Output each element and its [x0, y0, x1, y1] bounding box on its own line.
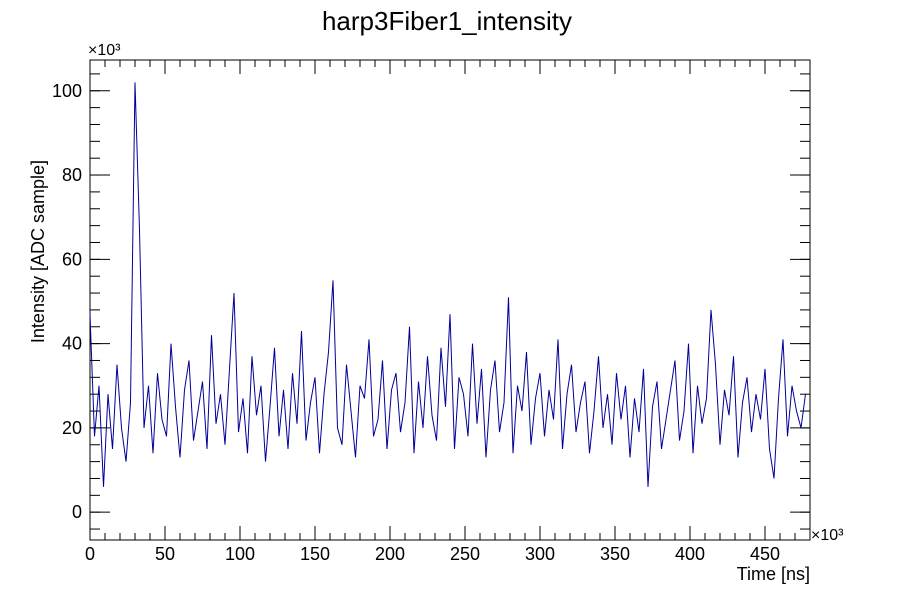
x-tick-label: 400 — [675, 544, 705, 564]
y-tick-label: 0 — [72, 502, 82, 522]
chart-title: harp3Fiber1_intensity — [322, 6, 572, 36]
x-tick-label: 300 — [525, 544, 555, 564]
x-tick-label: 450 — [750, 544, 780, 564]
y-multiplier: ×10³ — [88, 42, 121, 59]
y-tick-label: 100 — [52, 81, 82, 101]
y-tick-label: 20 — [62, 418, 82, 438]
x-tick-label: 200 — [375, 544, 405, 564]
y-tick-label: 60 — [62, 249, 82, 269]
x-axis-label: Time [ns] — [737, 564, 810, 584]
y-axis-label: Intensity [ADC sample] — [28, 160, 48, 343]
x-tick-label: 100 — [225, 544, 255, 564]
x-multiplier: ×10³ — [811, 527, 844, 544]
x-tick-label: 150 — [300, 544, 330, 564]
x-tick-label: 350 — [600, 544, 630, 564]
x-tick-label: 0 — [85, 544, 95, 564]
data-line — [89, 82, 806, 487]
x-tick-label: 250 — [450, 544, 480, 564]
x-tick-label: 50 — [155, 544, 175, 564]
y-tick-label: 40 — [62, 334, 82, 354]
y-tick-label: 80 — [62, 165, 82, 185]
